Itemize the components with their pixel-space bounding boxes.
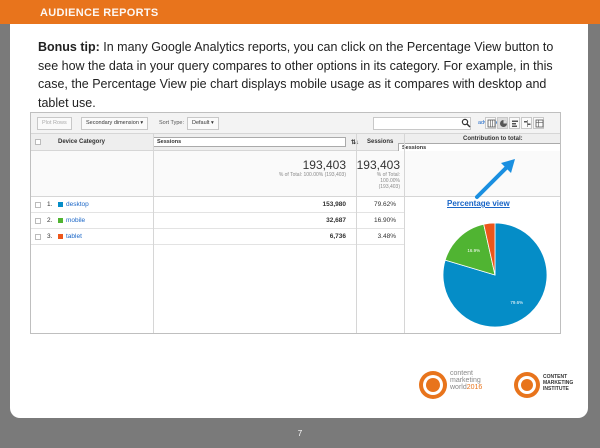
select-all-checkbox[interactable]: [35, 139, 41, 145]
footer-logos: content marketing world2016 CONTENT MARK…: [410, 368, 580, 408]
row-label-link[interactable]: tablet: [66, 233, 82, 240]
performance-view-button[interactable]: [509, 117, 520, 129]
percentage-view-annotation: Percentage view: [447, 199, 510, 208]
comparison-icon: [524, 120, 531, 127]
total-caption-line2: 100.00%: [380, 178, 400, 184]
row-index: 2.: [47, 217, 53, 224]
row-checkbox[interactable]: [35, 234, 41, 240]
pie-slice-label: 16.9%: [467, 248, 480, 253]
cmi-logo-icon: [514, 372, 540, 398]
total-sessions-caption: % of Total: 100.00% (193,403): [278, 172, 346, 178]
row-index: 3.: [47, 233, 53, 240]
table-row: 1. desktop 153,980 79.62%: [31, 197, 404, 213]
bonus-tip: Bonus tip: In many Google Analytics repo…: [38, 38, 568, 112]
row-checkbox[interactable]: [35, 218, 41, 224]
sort-descending-icon[interactable]: ⇅↓: [351, 139, 359, 146]
bonus-tip-label: Bonus tip:: [38, 40, 100, 54]
row-percent: 16.90%: [373, 217, 396, 224]
secondary-dimension-label: Secondary dimension: [86, 120, 139, 126]
cmi-line3: INSTITUTE: [543, 386, 569, 392]
cmw-line3: world: [450, 384, 467, 391]
pie-slice-tablet[interactable]: [483, 222, 496, 276]
cmw-year: 2016: [466, 384, 483, 391]
cmi-wordmark: CONTENT MARKETING INSTITUTE: [543, 374, 573, 392]
pie-slice-label: 79.6%: [510, 300, 523, 305]
row-percent: 3.48%: [377, 233, 396, 240]
row-checkbox[interactable]: [35, 202, 41, 208]
pie-slice-mobile[interactable]: [444, 223, 496, 276]
plot-rows-button[interactable]: Plot Rows: [37, 117, 72, 130]
column-divider: [404, 134, 405, 333]
table-search-input[interactable]: [373, 117, 471, 130]
row-index: 1.: [47, 201, 53, 208]
percentage-pie-chart: 79.6% 16.9%: [442, 222, 548, 328]
totals-row: 193,403 % of Total: 100.00% (193,403) 19…: [31, 151, 560, 197]
row-value: 153,980: [322, 201, 347, 208]
percentage-view-button[interactable]: [497, 117, 508, 129]
cmi-line2: MARKETING: [543, 380, 574, 386]
column-divider: [153, 134, 154, 333]
row-percent: 79.62%: [373, 201, 396, 208]
row-label-link[interactable]: desktop: [66, 201, 89, 208]
sessions-column-header[interactable]: Sessions: [367, 139, 394, 145]
sort-type-value: Default: [192, 120, 210, 126]
analytics-screenshot: Plot Rows Secondary dimension ▾ Sort Typ…: [30, 112, 561, 334]
column-divider: [356, 134, 357, 333]
table-row: 2. mobile 32,687 16.90%: [31, 213, 404, 229]
pivot-icon: [535, 119, 544, 128]
pivot-view-button[interactable]: [533, 117, 544, 129]
metric-selector[interactable]: Sessions: [153, 137, 346, 147]
total-sessions-value: 193,403: [302, 158, 346, 172]
page-title: AUDIENCE REPORTS: [40, 7, 159, 19]
row-color-swatch: [58, 234, 63, 239]
secondary-dimension-dropdown[interactable]: Secondary dimension ▾: [81, 117, 149, 130]
grid-icon: [487, 119, 496, 128]
search-icon[interactable]: [461, 118, 471, 128]
bonus-tip-text: In many Google Analytics reports, you ca…: [38, 40, 554, 110]
cmw-logo-icon: [419, 371, 447, 399]
data-view-button[interactable]: [485, 117, 496, 129]
row-value: 6,736: [329, 233, 346, 240]
row-color-swatch: [58, 218, 63, 223]
cmw-wordmark: content marketing world2016: [450, 370, 482, 391]
comparison-view-button[interactable]: [521, 117, 532, 129]
contribution-header: Contribution to total:: [463, 136, 523, 142]
total-caption-line3: (193,403): [378, 184, 400, 190]
header-bar: AUDIENCE REPORTS: [0, 0, 600, 24]
cmw-line2: marketing: [450, 377, 481, 384]
table-row: 3. tablet 6,736 3.48%: [31, 229, 404, 245]
row-color-swatch: [58, 202, 63, 207]
annotation-arrow-icon: [475, 159, 515, 199]
report-toolbar: Plot Rows Secondary dimension ▾ Sort Typ…: [31, 113, 560, 134]
page-number: 7: [297, 429, 303, 438]
bar-list-icon: [512, 120, 518, 127]
sort-type-label: Sort Type:: [159, 120, 184, 126]
cmi-line1: CONTENT: [543, 374, 568, 380]
row-value: 32,687: [326, 217, 346, 224]
sort-type-dropdown[interactable]: Default ▾: [187, 117, 219, 130]
dimension-column-header[interactable]: Device Category: [58, 139, 106, 145]
row-label-link[interactable]: mobile: [66, 217, 86, 224]
total-caption-line1: % of Total:: [376, 172, 400, 178]
total-sessions-value-2: 193,403: [356, 158, 400, 172]
pie-chart-icon: [500, 120, 507, 127]
cmw-line1: content: [450, 370, 473, 377]
